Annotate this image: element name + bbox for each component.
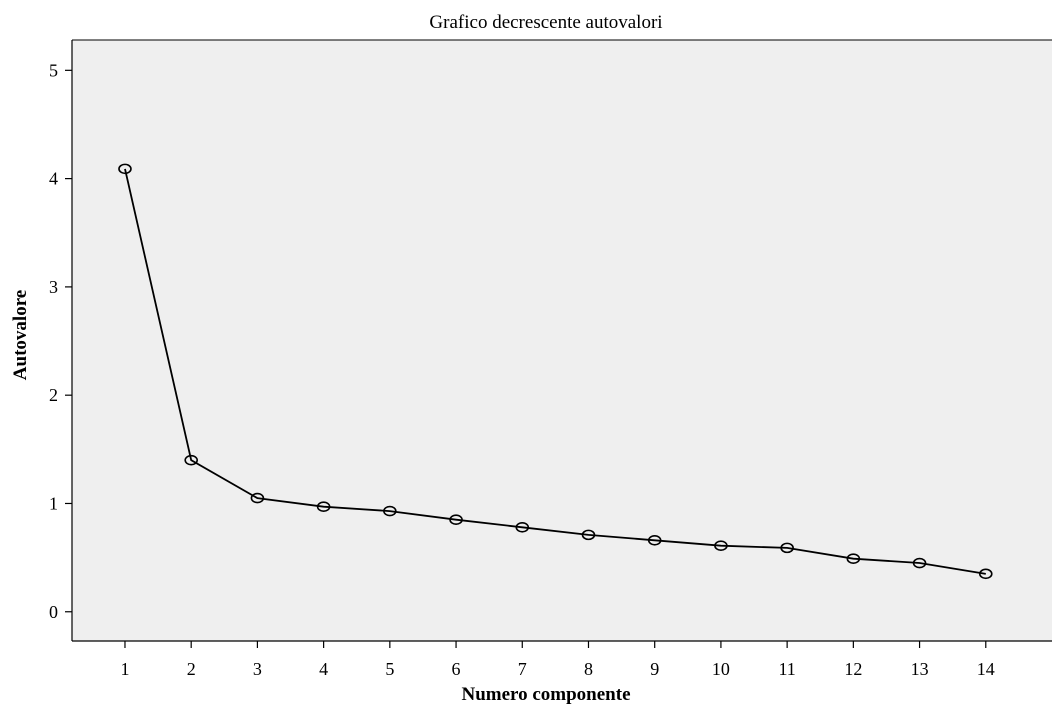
data-point-10 [714,540,728,552]
x-axis-label: Numero componente [461,684,630,704]
data-point-6 [449,514,463,526]
data-point-7 [515,521,530,533]
data-point-4 [316,501,331,513]
data-point-2 [184,454,198,466]
data-point-5 [383,505,397,517]
data-point-3 [250,492,265,504]
y-axis-ticks: 0 1 2 3 4 5 [49,60,72,622]
y-tick-label: 2 [49,385,58,405]
y-tick-label: 4 [49,169,58,189]
y-tick-label: 1 [49,493,58,513]
x-tick-label: 4 [319,659,328,679]
data-point-8 [581,529,596,541]
x-tick-label: 7 [518,659,527,679]
x-tick-label: 3 [253,659,262,679]
x-tick-label: 10 [712,659,730,679]
data-point-12 [846,553,861,565]
x-tick-label: 9 [650,659,659,679]
x-tick-label: 6 [452,659,461,679]
x-axis-ticks: 1 2 3 4 5 6 7 8 9 10 11 12 13 14 [120,641,995,679]
data-point-13 [912,557,927,569]
x-tick-label: 14 [977,659,995,679]
data-point-1 [118,163,132,175]
y-tick-label: 3 [49,277,58,297]
y-tick-label: 5 [49,60,58,80]
data-point-11 [780,542,794,554]
x-tick-label: 8 [584,659,593,679]
eigenvalue-series [118,163,993,580]
y-tick-label: 0 [49,602,58,622]
x-tick-label: 12 [844,659,862,679]
x-tick-label: 11 [778,659,795,679]
series-line [124,168,986,575]
x-tick-label: 1 [120,659,129,679]
x-tick-label: 2 [187,659,196,679]
chart-title: Grafico decrescente autovalori [429,12,662,33]
x-tick-label: 13 [911,659,929,679]
y-axis-label: Autovalore [10,290,31,380]
data-point-9 [647,534,662,546]
data-point-14 [978,568,993,580]
plot-area [72,40,1052,641]
x-tick-label: 5 [385,659,394,679]
